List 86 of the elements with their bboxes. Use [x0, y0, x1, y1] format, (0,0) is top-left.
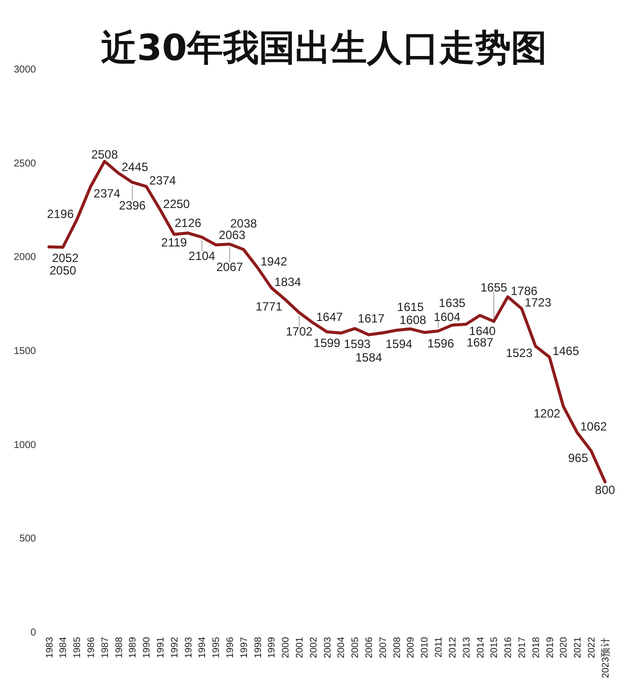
x-tick-label: 1987 [100, 637, 111, 658]
x-tick-label: 2018 [530, 637, 542, 658]
x-tick-label: 1996 [225, 637, 236, 658]
x-tick-label: 1992 [169, 637, 180, 658]
data-label: 2050 [50, 263, 76, 278]
x-tick-label: 1998 [252, 637, 264, 658]
x-tick-label: 2008 [392, 637, 403, 658]
x-tick-label: 2002 [308, 637, 320, 658]
y-tick-label: 1000 [14, 440, 36, 451]
data-label: 1062 [580, 420, 607, 434]
data-label: 2250 [163, 196, 190, 211]
y-tick-label: 500 [19, 534, 36, 545]
x-tick-label: 1986 [86, 637, 97, 658]
x-tick-label: 2010 [420, 637, 431, 658]
data-label: 1702 [286, 324, 313, 339]
x-tick-label: 2007 [378, 637, 389, 658]
data-label: 965 [568, 450, 588, 465]
x-tick-label: 1984 [58, 637, 70, 658]
x-tick-label: 1988 [114, 637, 125, 658]
data-label: 2508 [91, 147, 118, 162]
data-label: 1617 [358, 312, 384, 326]
data-label: 2374 [94, 186, 120, 200]
x-tick-label: 2003 [322, 637, 334, 658]
x-tick-label: 1989 [128, 637, 139, 658]
y-tick-label: 1500 [14, 346, 36, 357]
y-tick-label: 2000 [14, 252, 36, 264]
data-label: 1596 [427, 336, 454, 350]
data-label: 1834 [274, 274, 302, 289]
data-label: 1465 [552, 344, 580, 358]
x-tick-label: 2020 [558, 637, 570, 658]
x-tick-label: 1985 [72, 637, 84, 658]
x-tick-label: 1991 [156, 637, 166, 658]
data-label: 2052 [52, 250, 79, 265]
x-tick-label: 2021 [572, 637, 584, 658]
x-tick-label: 2019 [544, 637, 556, 658]
data-label: 800 [595, 482, 616, 497]
data-label: 2196 [47, 206, 74, 221]
x-tick-label: 2005 [350, 637, 362, 658]
x-tick-label: 1990 [142, 637, 153, 658]
data-label: 1523 [506, 346, 533, 360]
data-label: 2445 [121, 160, 148, 174]
x-tick-label: 2017 [516, 637, 528, 658]
data-label: 2396 [119, 198, 146, 212]
data-label: 1202 [534, 406, 560, 420]
x-tick-label: 1997 [238, 637, 250, 658]
data-label: 2119 [161, 235, 187, 250]
title: 近30年我国出生人口走势图 [100, 28, 548, 69]
x-tick-label: 2004 [336, 637, 348, 658]
data-label: 2104 [188, 249, 216, 264]
y-tick-label: 0 [30, 628, 36, 638]
x-tick-label: 2009 [406, 637, 417, 658]
data-label: 1584 [355, 350, 382, 365]
x-tick-label: 1999 [266, 637, 278, 658]
data-label: 1594 [386, 336, 412, 351]
data-label: 1942 [260, 254, 288, 269]
x-tick-label: 2022 [586, 637, 598, 658]
x-tick-label: 2011 [434, 637, 445, 658]
x-tick-label: 2006 [364, 637, 376, 658]
data-label: 1599 [314, 336, 340, 350]
data-label: 1771 [256, 300, 282, 314]
data-label: 2374 [149, 173, 176, 188]
x-tick-label: 1994 [197, 637, 208, 658]
data-label: 1604 [434, 310, 460, 324]
data-label: 1593 [344, 337, 371, 352]
x-tick-label: 1993 [183, 637, 194, 658]
data-label: 1655 [480, 280, 508, 294]
x-tick-label: 2000 [280, 637, 292, 658]
y-tick-label: 2500 [14, 158, 36, 170]
x-tick-label: 2015 [489, 637, 500, 658]
data-label: 1647 [316, 310, 343, 324]
data-label: 1608 [400, 313, 426, 328]
y-tick-label: 3000 [14, 64, 36, 76]
x-tick-label: 2016 [503, 637, 514, 658]
x-tick-label: 1983 [44, 637, 56, 658]
x-tick-label: 2014 [475, 637, 486, 658]
x-tick-label: 2023预计 [600, 637, 612, 678]
data-label: 1615 [397, 300, 424, 314]
x-tick-label: 2001 [294, 637, 306, 658]
data-label: 1723 [524, 296, 552, 310]
data-label: 1786 [510, 284, 538, 298]
data-label: 1635 [438, 296, 466, 310]
data-label: 2126 [174, 216, 202, 230]
data-label: 2067 [216, 260, 244, 274]
x-tick-label: 1995 [211, 637, 222, 658]
x-tick-label: 2013 [461, 637, 472, 658]
x-tick-label: 2012 [447, 637, 458, 658]
